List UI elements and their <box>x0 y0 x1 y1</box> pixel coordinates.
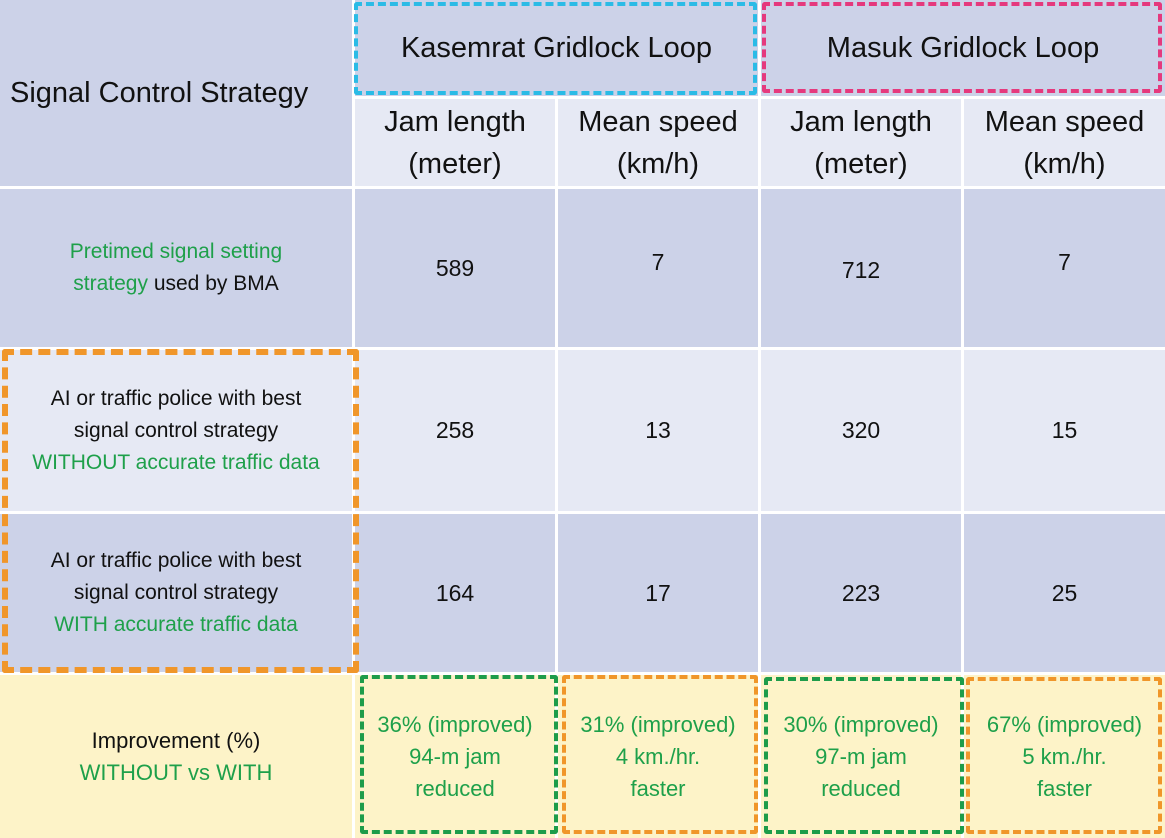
row-without-data-label: AI or traffic police with best signal co… <box>0 350 352 511</box>
improvement-result: reduced <box>821 775 901 801</box>
improvement-kasemrat-speed: 31% (improved) 4 km./hr. faster <box>558 675 758 838</box>
cell-without-masuk-speed: 15 <box>964 350 1165 511</box>
row-with-data-label: AI or traffic police with best signal co… <box>0 514 352 672</box>
improvement-line2: WITHOUT vs WITH <box>79 759 273 785</box>
kasemrat-loop-title: Kasemrat Gridlock Loop <box>400 31 713 64</box>
cell-without-masuk-jam: 320 <box>761 350 961 511</box>
row-with-line2: signal control strategy <box>73 581 279 604</box>
cell-pretimed-kasemrat-speed: 7 <box>558 189 758 347</box>
speed-unit-label: (km/h) <box>616 147 700 180</box>
row-pretimed-line2: strategy used by BMA <box>73 268 278 300</box>
cell-pretimed-masuk-speed: 7 <box>964 189 1165 347</box>
row-pretimed-label: Pretimed signal setting strategy used by… <box>0 189 352 347</box>
improvement-percent: 31% (improved) <box>580 711 736 737</box>
mean-speed-label: Mean speed <box>578 105 738 138</box>
header-masuk-speed: Mean speed (km/h) <box>964 99 1165 186</box>
improvement-kasemrat-jam: 36% (improved) 94-m jam reduced <box>355 675 555 838</box>
improvement-percent: 67% (improved) <box>986 711 1143 737</box>
header-kasemrat-speed: Mean speed (km/h) <box>558 99 758 186</box>
improvement-detail: 4 km./hr. <box>615 743 701 769</box>
improvement-percent: 30% (improved) <box>783 711 939 737</box>
header-kasemrat-loop: Kasemrat Gridlock Loop <box>355 0 758 96</box>
jam-unit-label: (meter) <box>814 147 908 180</box>
row-improvement-label: Improvement (%) WITHOUT vs WITH <box>0 675 352 838</box>
header-masuk-jam: Jam length (meter) <box>761 99 961 186</box>
improvement-line1: Improvement (%) <box>91 727 261 753</box>
improvement-result: reduced <box>415 775 495 801</box>
improvement-result: faster <box>1036 775 1093 801</box>
speed-unit-label: (km/h) <box>1023 147 1106 180</box>
jam-length-label: Jam length <box>384 105 526 138</box>
masuk-loop-title: Masuk Gridlock Loop <box>826 31 1100 64</box>
row-pretimed-line1: Pretimed signal setting <box>69 240 283 263</box>
improvement-masuk-jam: 30% (improved) 97-m jam reduced <box>761 675 961 838</box>
cell-with-masuk-jam: 223 <box>761 514 961 672</box>
improvement-detail: 97-m jam <box>815 743 907 769</box>
mean-speed-label: Mean speed <box>984 105 1145 138</box>
cell-pretimed-kasemrat-jam: 589 <box>355 189 555 347</box>
cell-with-kasemrat-jam: 164 <box>355 514 555 672</box>
header-signal-control-strategy: Signal Control Strategy <box>0 0 352 186</box>
row-without-line1: AI or traffic police with best <box>50 386 302 410</box>
row-without-line3: WITHOUT accurate traffic data <box>32 450 320 474</box>
header-strategy-label: Signal Control Strategy <box>10 76 309 109</box>
improvement-masuk-speed: 67% (improved) 5 km./hr. faster <box>964 675 1165 838</box>
row-with-line1: AI or traffic police with best <box>50 549 302 572</box>
row-without-line2: signal control strategy <box>73 418 279 442</box>
improvement-result: faster <box>630 775 686 801</box>
cell-without-kasemrat-jam: 258 <box>355 350 555 511</box>
row-pretimed-strategy-word: strategy <box>73 272 148 295</box>
improvement-percent: 36% (improved) <box>377 711 533 737</box>
header-masuk-loop: Masuk Gridlock Loop <box>761 0 1165 96</box>
jam-length-label: Jam length <box>790 105 932 138</box>
cell-with-masuk-speed: 25 <box>964 514 1165 672</box>
row-with-line3: WITH accurate traffic data <box>54 613 298 636</box>
header-kasemrat-jam: Jam length (meter) <box>355 99 555 186</box>
cell-pretimed-masuk-jam: 712 <box>761 189 961 347</box>
jam-unit-label: (meter) <box>408 147 502 180</box>
row-pretimed-bma: used by BMA <box>147 272 279 295</box>
improvement-detail: 5 km./hr. <box>1022 743 1107 769</box>
cell-without-kasemrat-speed: 13 <box>558 350 758 511</box>
cell-with-kasemrat-speed: 17 <box>558 514 758 672</box>
improvement-detail: 94-m jam <box>409 743 501 769</box>
